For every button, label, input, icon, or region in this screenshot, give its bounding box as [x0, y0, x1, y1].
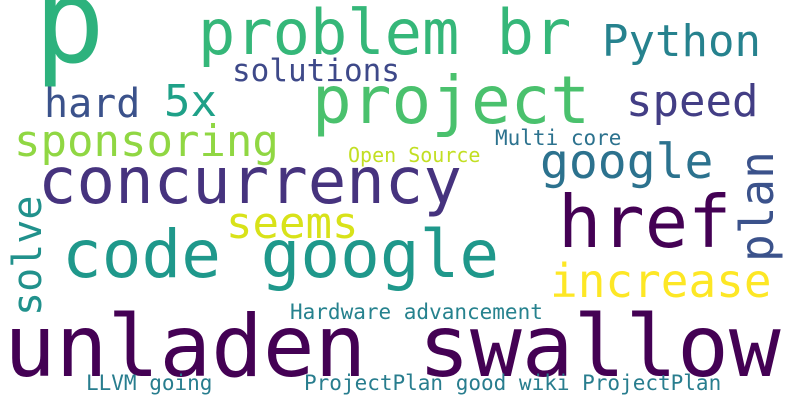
word-python: Python	[602, 16, 761, 67]
word-p: p	[34, 0, 106, 90]
word-hardware-advancement: Hardware advancement	[290, 300, 543, 324]
word-open-source: Open Source	[348, 143, 481, 167]
word-hard: hard	[44, 81, 141, 127]
word-code-google: code google	[62, 216, 500, 293]
word-multi-core: Multi core	[495, 126, 622, 150]
word-sponsoring: sponsoring	[14, 116, 279, 167]
word-5x: 5x	[164, 76, 217, 127]
word-projectplan-good-wiki: ProjectPlan good wiki ProjectPlan	[304, 371, 722, 395]
word-project: project	[312, 62, 591, 139]
word-problem-br: problem br	[198, 0, 572, 69]
word-seems: seems	[226, 198, 359, 249]
word-google-small: google	[540, 134, 714, 190]
word-solutions: solutions	[232, 53, 400, 89]
word-concurrency: concurrency	[38, 145, 462, 219]
word-href: href	[558, 180, 732, 264]
word-speed: speed	[626, 76, 759, 127]
word-plan: plan	[730, 151, 784, 262]
word-llvm-going: LLVM going	[86, 371, 213, 395]
word-unladen-swallow: unladen swallow	[4, 297, 781, 397]
word-increase: increase	[550, 254, 772, 308]
